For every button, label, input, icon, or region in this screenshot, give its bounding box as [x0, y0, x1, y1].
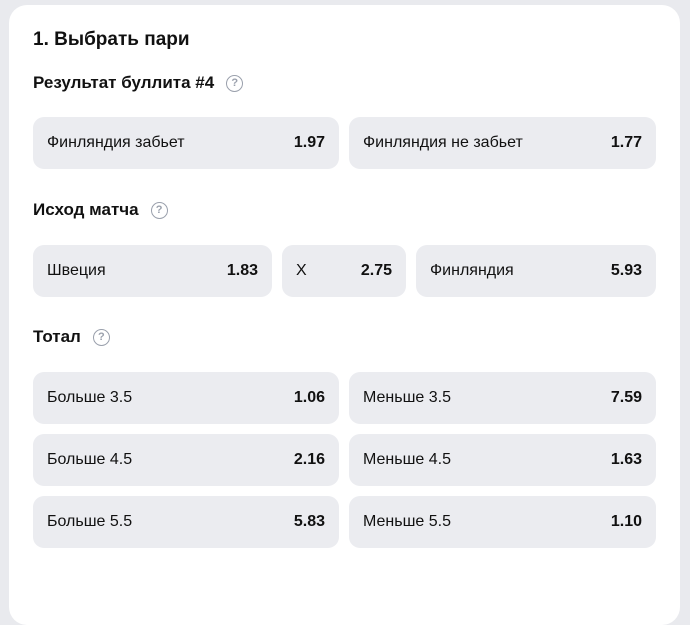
section-label: Результат буллита #4 — [33, 73, 215, 92]
bet-option[interactable]: Больше 5.5 5.83 — [33, 496, 339, 548]
option-odd: 1.63 — [610, 451, 642, 468]
option-label: Больше 3.5 — [47, 389, 133, 406]
question-circle-icon[interactable]: ? — [150, 201, 168, 219]
option-label: X — [296, 262, 307, 279]
card-title: 1. Выбрать пари — [33, 29, 190, 50]
question-circle-icon[interactable]: ? — [92, 328, 110, 346]
section-match-result: Исход матча ? — [33, 200, 168, 220]
option-label: Больше 5.5 — [47, 513, 133, 530]
bet-option[interactable]: Больше 3.5 1.06 — [33, 372, 339, 424]
option-odd: 2.16 — [293, 451, 325, 468]
option-odd: 1.83 — [226, 262, 258, 279]
bet-option[interactable]: Финляндия забьет 1.97 — [33, 117, 339, 169]
option-odd: 1.10 — [610, 513, 642, 530]
option-label: Меньше 3.5 — [363, 389, 451, 406]
bet-selection-card: 1. Выбрать пари Результат буллита #4 ? Ф… — [9, 5, 680, 625]
option-odd: 1.06 — [293, 389, 325, 406]
bet-option[interactable]: Меньше 5.5 1.10 — [349, 496, 656, 548]
bet-option[interactable]: Финляндия не забьет 1.77 — [349, 117, 656, 169]
bet-option[interactable]: Больше 4.5 2.16 — [33, 434, 339, 486]
option-label: Финляндия забьет — [47, 134, 185, 151]
option-label: Финляндия не забьет — [363, 134, 523, 151]
option-odd: 7.59 — [610, 389, 642, 406]
option-odd: 1.97 — [293, 134, 325, 151]
option-odd: 5.83 — [293, 513, 325, 530]
option-label: Швеция — [47, 262, 106, 279]
section-total: Тотал ? — [33, 327, 110, 347]
section-label: Тотал — [33, 327, 81, 346]
section-label: Исход матча — [33, 200, 139, 219]
bet-option[interactable]: Финляндия 5.93 — [416, 245, 656, 297]
option-label: Больше 4.5 — [47, 451, 133, 468]
bet-option[interactable]: X 2.75 — [282, 245, 406, 297]
bet-option[interactable]: Меньше 4.5 1.63 — [349, 434, 656, 486]
section-shootout-result: Результат буллита #4 ? — [33, 73, 244, 93]
question-circle-icon[interactable]: ? — [226, 74, 244, 92]
option-label: Меньше 5.5 — [363, 513, 451, 530]
option-odd: 2.75 — [360, 262, 392, 279]
option-label: Финляндия — [430, 262, 514, 279]
option-odd: 1.77 — [610, 134, 642, 151]
option-label: Меньше 4.5 — [363, 451, 451, 468]
bet-option[interactable]: Меньше 3.5 7.59 — [349, 372, 656, 424]
option-odd: 5.93 — [610, 262, 642, 279]
bet-option[interactable]: Швеция 1.83 — [33, 245, 272, 297]
